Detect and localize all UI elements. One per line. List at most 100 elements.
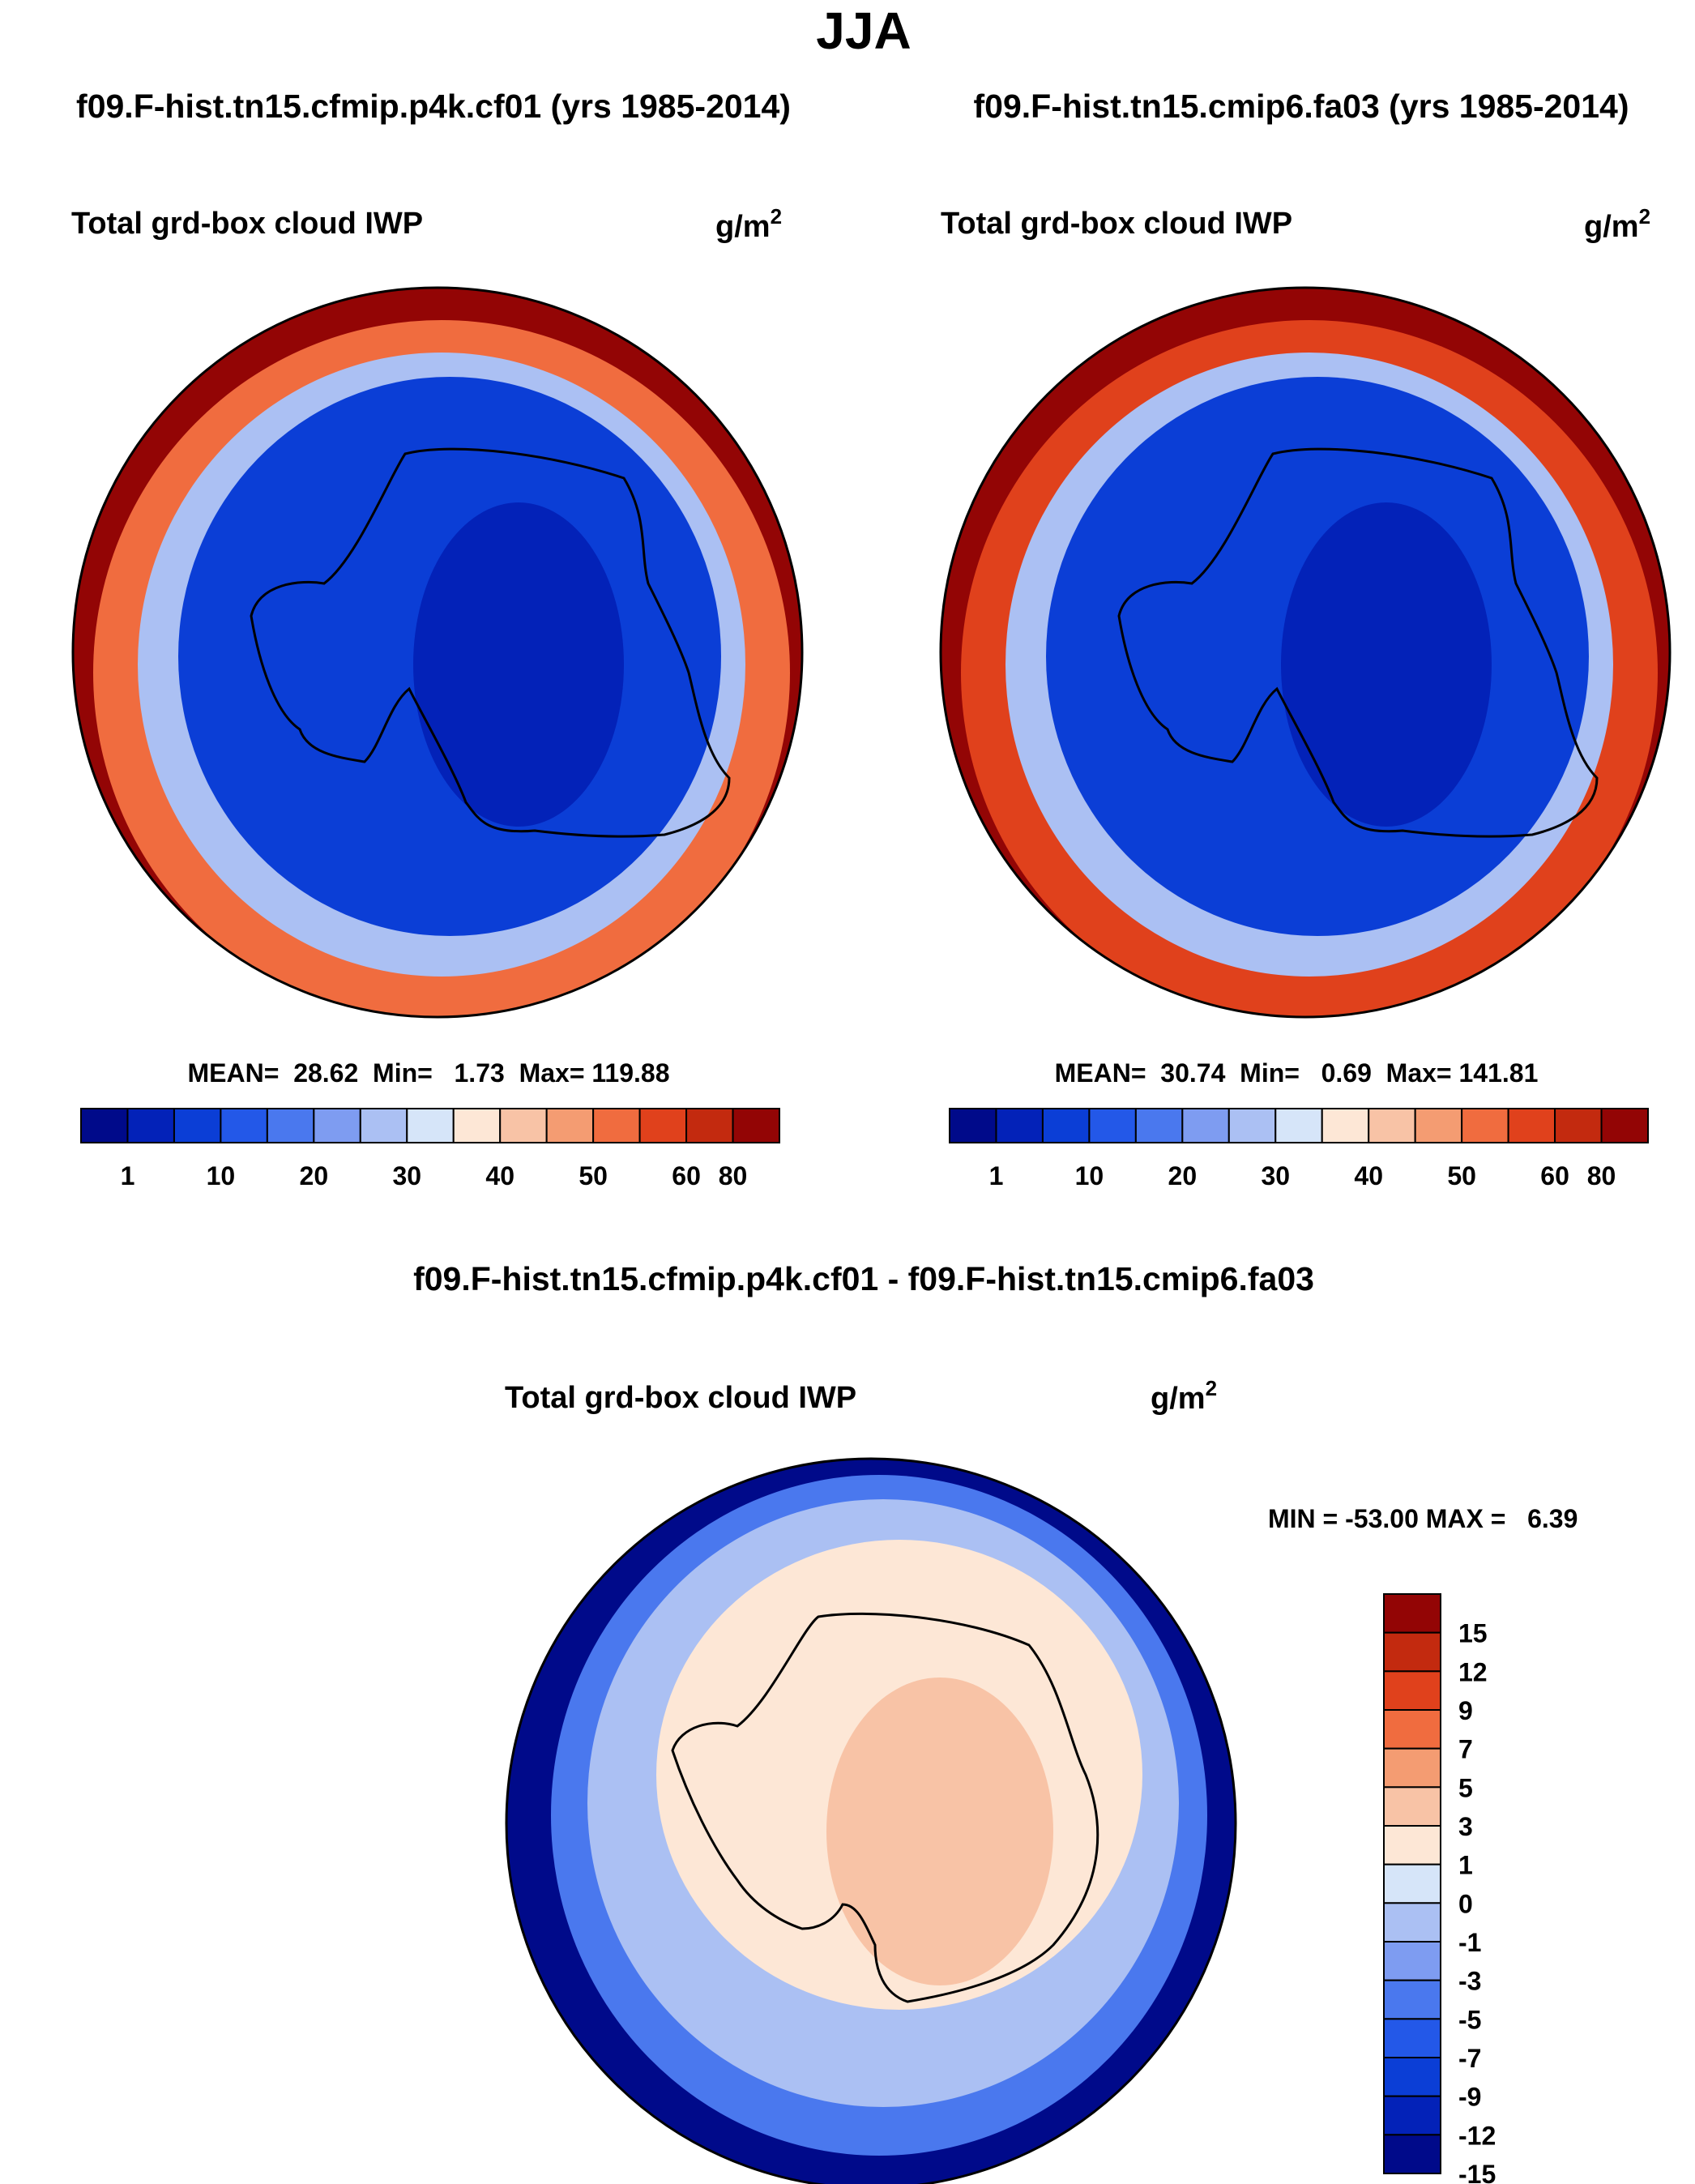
colorbar-swatch (1383, 1902, 1441, 1943)
colorbar-swatch (1383, 1670, 1441, 1711)
colorbar-tick-label: 10 (1075, 1161, 1104, 1190)
map-continent-interior-right (1281, 502, 1492, 827)
colorbar-swatch (313, 1108, 361, 1143)
colorbar-swatch (1600, 1108, 1649, 1143)
polar-map-left (73, 288, 802, 1017)
polar-map-right (941, 288, 1670, 1017)
colorbar-swatch (1554, 1108, 1603, 1143)
colorbar-swatch (266, 1108, 315, 1143)
colorbar-swatch (1227, 1108, 1277, 1143)
variable-label-left: Total grd-box cloud IWP (71, 207, 423, 241)
colorbar-tick-label: 3 (1458, 1812, 1473, 1841)
colorbar-tick-label: -7 (1458, 2044, 1481, 2073)
stats-difference: MIN = -53.00 MAX = 6.39 (1268, 1504, 1578, 1533)
colorbar-swatch (1383, 1825, 1441, 1866)
colorbar-swatch (1383, 1786, 1441, 1827)
map-continent-interior-left (413, 502, 624, 827)
panel-right: Total grd-box cloud IWP g/m2 MEAN= 30.74… (939, 204, 1672, 1190)
colorbar-right (949, 1108, 1649, 1143)
colorbar-swatch (1383, 1593, 1441, 1634)
colorbar-swatch (1383, 2095, 1441, 2136)
colorbar-swatch (1041, 1108, 1091, 1143)
colorbar-tick-label: -15 (1458, 2160, 1496, 2184)
colorbar-tick-label: 40 (485, 1161, 514, 1190)
colorbar-swatch (499, 1108, 548, 1143)
colorbar-swatch (1088, 1108, 1137, 1143)
colorbar-swatch (949, 1108, 997, 1143)
case-title-left: f09.F-hist.tn15.cfmip.p4k.cf01 (yrs 1985… (76, 88, 791, 125)
map-border-difference (505, 1457, 1237, 2184)
colorbar-swatch (1274, 1108, 1323, 1143)
colorbar-tick-label: 12 (1458, 1657, 1488, 1686)
stats-left: MEAN= 28.62 Min= 1.73 Max= 119.88 (188, 1058, 670, 1088)
case-title-right: f09.F-hist.tn15.cmip6.fa03 (yrs 1985-201… (974, 88, 1629, 125)
colorbar-swatch (1383, 1747, 1441, 1789)
colorbar-swatch (995, 1108, 1044, 1143)
colorbar-swatch (1368, 1108, 1416, 1143)
colorbar-swatch (406, 1108, 455, 1143)
colorbar-swatch (1507, 1108, 1556, 1143)
colorbar-tick-label: -3 (1458, 1967, 1481, 1996)
colorbar-difference (1383, 1593, 1441, 2174)
colorbar-swatch (173, 1108, 222, 1143)
colorbar-swatch (685, 1108, 734, 1143)
colorbar-swatch (1321, 1108, 1370, 1143)
colorbar-swatch (592, 1108, 641, 1143)
panel-difference: Total grd-box cloud IWP g/m2 MIN = -53.0… (505, 1376, 1578, 2184)
colorbar-tick-label: 9 (1458, 1696, 1473, 1725)
variable-label-right: Total grd-box cloud IWP (941, 207, 1292, 241)
colorbar-swatch (1134, 1108, 1184, 1143)
map-border-right (939, 286, 1672, 1019)
colorbar-tick-label: 10 (207, 1161, 236, 1190)
stats-right: MEAN= 30.74 Min= 0.69 Max= 141.81 (1055, 1058, 1539, 1088)
colorbar-swatch (359, 1108, 408, 1143)
colorbar-tick-label: 20 (300, 1161, 329, 1190)
colorbar-tick-label: 60 (1540, 1161, 1569, 1190)
colorbar-swatch (1461, 1108, 1509, 1143)
colorbar-swatch (1383, 1863, 1441, 1904)
colorbar-swatch (732, 1108, 780, 1143)
colorbar-ticks-left: 1 10 20 30 40 50 60 80 (121, 1161, 748, 1190)
units-label-difference: g/m2 (1151, 1376, 1217, 1416)
colorbar-tick-label: 15 (1458, 1619, 1488, 1648)
map-east-interior-difference (826, 1678, 1053, 1985)
colorbar-swatch (1414, 1108, 1463, 1143)
coastline-left (250, 447, 731, 838)
colorbar-ticks-right: 1 10 20 30 40 50 60 80 (989, 1161, 1616, 1190)
panel-left: Total grd-box cloud IWP g/m2 MEAN= 28.62… (71, 204, 804, 1190)
colorbar-tick-label: 1 (121, 1161, 135, 1190)
colorbar-tick-label: 50 (1447, 1161, 1476, 1190)
colorbar-tick-label: 0 (1458, 1889, 1473, 1918)
colorbar-left (80, 1108, 780, 1143)
colorbar-swatch (1383, 1709, 1441, 1750)
units-label-right: g/m2 (1584, 204, 1650, 244)
colorbar-swatch (1383, 2134, 1441, 2174)
colorbar-swatch (638, 1108, 688, 1143)
colorbar-tick-label: 1 (1458, 1851, 1473, 1880)
colorbar-tick-label: 80 (1587, 1161, 1616, 1190)
colorbar-tick-label: 80 (719, 1161, 748, 1190)
colorbar-tick-label: 60 (672, 1161, 701, 1190)
polar-map-difference (506, 1459, 1236, 2184)
map-border-left (71, 286, 804, 1019)
colorbar-swatch (1383, 1631, 1441, 1673)
colorbar-swatch (1383, 2018, 1441, 2058)
colorbar-tick-label: 30 (392, 1161, 421, 1190)
colorbar-swatch (1383, 2057, 1441, 2097)
colorbar-tick-label: 50 (579, 1161, 608, 1190)
colorbar-tick-label: -12 (1458, 2121, 1496, 2150)
colorbar-swatch (1383, 1941, 1441, 1981)
colorbar-swatch (1383, 1979, 1441, 2020)
coastline-difference (671, 1612, 1099, 2003)
colorbar-tick-label: -9 (1458, 2083, 1481, 2112)
colorbar-tick-label: 7 (1458, 1735, 1473, 1764)
colorbar-tick-label: 40 (1354, 1161, 1383, 1190)
colorbar-swatch (220, 1108, 268, 1143)
variable-label-difference: Total grd-box cloud IWP (505, 1381, 856, 1415)
colorbar-swatch (545, 1108, 595, 1143)
colorbar-labels-difference: 15 12 9 7 5 3 1 0 -1 -3 -5 -7 -9 -12 -15 (1458, 1619, 1496, 2184)
colorbar-swatch (126, 1108, 175, 1143)
colorbar-swatch (1181, 1108, 1230, 1143)
colorbar-swatch (452, 1108, 502, 1143)
colorbar-tick-label: 5 (1458, 1773, 1473, 1802)
